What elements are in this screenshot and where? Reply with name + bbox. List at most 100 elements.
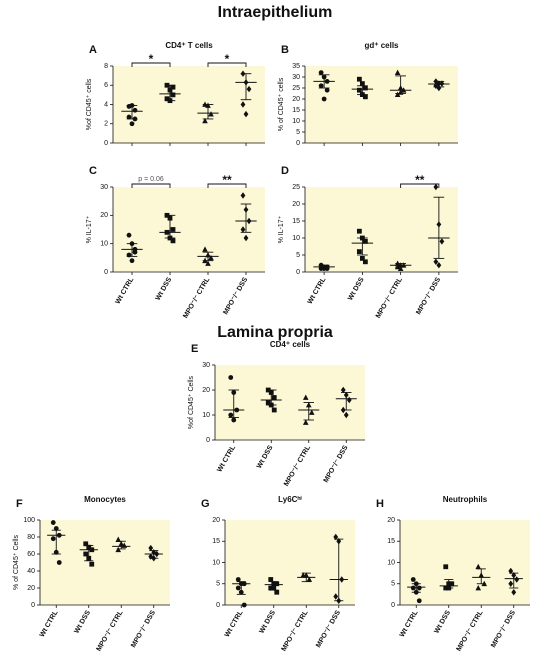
data-point <box>394 69 401 75</box>
data-point <box>231 390 237 395</box>
y-tick-label: 35 <box>292 63 300 70</box>
y-tick-label: 30 <box>202 362 210 369</box>
data-point <box>333 533 339 541</box>
data-point <box>274 581 280 587</box>
y-tick-label: 5 <box>296 252 300 259</box>
x-tick-label: Wt CTRL <box>114 276 135 306</box>
data-point <box>271 407 277 413</box>
y-tick-label: 8 <box>104 63 108 70</box>
data-point <box>356 87 362 93</box>
data-point <box>129 121 135 127</box>
data-point <box>265 400 271 405</box>
section-title: Lamina propria <box>217 324 333 341</box>
data-point <box>56 560 62 565</box>
data-point <box>410 577 416 582</box>
data-point <box>359 92 365 97</box>
data-point <box>318 70 324 75</box>
data-point <box>202 117 208 124</box>
data-point <box>243 110 249 118</box>
x-tick-label: Wt CTRL <box>39 609 60 639</box>
data-point <box>511 572 517 579</box>
data-point <box>397 89 404 95</box>
x-tick-label: MPO⁻/⁻ CTRL <box>96 609 125 653</box>
data-point <box>129 258 135 264</box>
data-point <box>205 252 211 258</box>
data-point <box>356 76 362 82</box>
data-point <box>86 544 92 550</box>
y-tick-label: 30 <box>292 74 300 81</box>
x-tick-label: MPO⁻/⁻ DSS <box>490 609 517 649</box>
data-point <box>443 564 449 570</box>
y-tick-label: 30 <box>100 184 108 191</box>
y-tick-label: 20 <box>387 517 395 524</box>
data-point <box>475 563 482 570</box>
plot-background <box>400 520 530 605</box>
data-point <box>268 402 274 408</box>
y-tick-label: 0 <box>31 602 35 609</box>
data-point <box>89 547 95 553</box>
data-point <box>205 102 211 108</box>
data-point <box>83 541 89 547</box>
data-point <box>394 263 401 270</box>
data-point <box>308 409 315 415</box>
significance-bracket <box>207 62 247 67</box>
data-point <box>268 585 274 591</box>
data-point <box>265 387 271 393</box>
significance-label: ** <box>415 173 425 187</box>
data-point <box>508 580 514 587</box>
x-tick-label: MPO⁻/⁻ DSS <box>222 276 249 316</box>
y-tick-label: 10 <box>292 118 300 125</box>
data-point <box>410 585 416 591</box>
data-point <box>318 83 324 89</box>
x-tick-label: MPO⁻/⁻ DSS <box>315 609 342 649</box>
x-tick-label: Wt DSS <box>256 444 275 470</box>
data-point <box>56 532 62 538</box>
y-tick-label: 15 <box>292 107 300 114</box>
data-point <box>240 226 246 233</box>
y-tick-label: 0 <box>296 140 300 147</box>
data-point <box>413 589 419 595</box>
y-tick-label: 2 <box>104 121 108 128</box>
data-point <box>154 550 160 558</box>
data-point <box>170 84 176 90</box>
data-point <box>359 256 365 261</box>
y-tick-label: 20 <box>27 585 35 592</box>
y-tick-label: 100 <box>23 517 35 524</box>
data-point <box>362 85 368 91</box>
plot-background <box>225 520 355 605</box>
y-axis-label: % IL-17⁺ <box>278 215 285 243</box>
data-point <box>433 183 439 191</box>
data-point <box>339 576 345 583</box>
y-tick-label: 0 <box>104 140 108 147</box>
data-point <box>446 585 452 591</box>
y-tick-label: 15 <box>387 538 395 545</box>
data-point <box>240 101 246 108</box>
x-tick-label: MPO⁻/⁻ CTRL <box>375 276 404 320</box>
data-point <box>202 246 208 252</box>
data-point <box>205 260 211 266</box>
data-point <box>53 526 59 531</box>
data-point <box>126 252 132 258</box>
data-point <box>164 229 170 235</box>
data-point <box>340 406 346 414</box>
y-tick-label: 25 <box>292 85 300 92</box>
data-point <box>436 80 442 87</box>
data-point <box>167 98 173 104</box>
data-point <box>246 85 252 93</box>
data-point <box>271 581 277 587</box>
data-point <box>132 116 138 122</box>
data-point <box>333 593 339 600</box>
y-tick-label: 10 <box>387 559 395 566</box>
data-point <box>121 542 128 548</box>
data-point <box>234 407 240 413</box>
data-point <box>115 546 122 553</box>
data-point <box>514 576 520 583</box>
data-point <box>235 585 241 591</box>
data-point <box>481 580 488 587</box>
y-tick-label: 0 <box>391 602 395 609</box>
y-tick-label: 0 <box>104 269 108 276</box>
x-tick-label: Wt CTRL <box>216 444 237 474</box>
data-point <box>436 262 442 269</box>
y-axis-label: % of CD45⁺ cells <box>278 77 285 131</box>
data-point <box>511 589 517 596</box>
